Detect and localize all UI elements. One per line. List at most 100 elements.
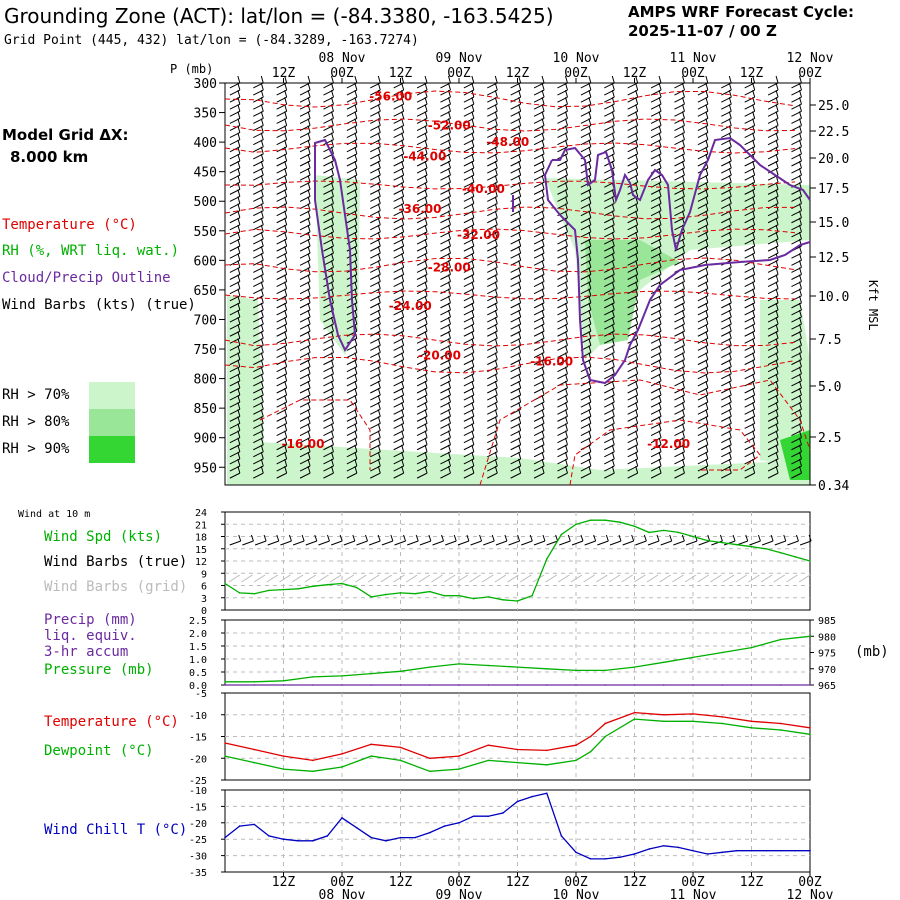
wind-barb-flag bbox=[260, 359, 264, 367]
wind-barb-flag bbox=[728, 274, 732, 282]
wind-barb-flag bbox=[518, 231, 522, 240]
wind-barb-flag bbox=[494, 317, 498, 325]
wind-barb-flag bbox=[658, 75, 662, 84]
wind-barb-flag bbox=[354, 224, 358, 233]
wind-barb-flag bbox=[471, 281, 475, 289]
wind-barb-flag bbox=[775, 260, 779, 268]
wind-barb-flag bbox=[705, 90, 709, 98]
wind-barb-true-flag bbox=[681, 534, 685, 542]
wind-barb-flag bbox=[260, 295, 264, 304]
wind-barb-flag bbox=[541, 260, 545, 268]
wind-barb-flag bbox=[237, 196, 241, 204]
wind-barb-flag bbox=[564, 139, 568, 147]
wind-barb-true bbox=[445, 540, 457, 546]
wind-barb-flag bbox=[728, 267, 732, 275]
y2-tick-label: 980 bbox=[818, 632, 836, 643]
wind-barb-flag bbox=[284, 246, 288, 254]
y-tick-label: -25 bbox=[189, 776, 207, 787]
wind-barb-flag bbox=[635, 104, 639, 112]
wind-barb-flag bbox=[447, 317, 451, 325]
wind-barb-flag bbox=[307, 246, 311, 254]
wind-barb-flag bbox=[494, 175, 498, 183]
wind-speed-line-point bbox=[619, 521, 621, 524]
wind-barb-flag bbox=[775, 352, 779, 360]
wind-barb-grid bbox=[304, 574, 317, 583]
wind-barb-flag bbox=[518, 104, 522, 112]
wind-barb-flag bbox=[377, 231, 381, 240]
pressure-line-point bbox=[311, 676, 314, 678]
wind-barb-flag bbox=[401, 309, 405, 318]
wind-barb-flag bbox=[518, 217, 522, 225]
wind-barb-flag bbox=[494, 373, 498, 382]
wind-barb-flag bbox=[447, 458, 451, 467]
wind-barb-flag bbox=[377, 302, 381, 311]
wind-barb-flag bbox=[541, 352, 545, 360]
y-tick-label: -30 bbox=[189, 852, 207, 863]
wind-barb-flag bbox=[705, 458, 709, 467]
wind-barb-flag bbox=[284, 168, 288, 176]
wind-barb-flag bbox=[447, 168, 451, 176]
wind-barb-flag bbox=[377, 373, 381, 382]
wind-barb-flag bbox=[354, 168, 358, 176]
wind-barb-flag bbox=[705, 274, 709, 282]
precip-line-point bbox=[545, 684, 548, 686]
wind-barb-true bbox=[483, 540, 495, 546]
wind-barb-flag bbox=[564, 402, 568, 410]
wind-barb-flag bbox=[564, 366, 568, 374]
wind-barb-flag bbox=[494, 295, 498, 304]
wind-barb-grid bbox=[317, 574, 329, 583]
wind-barb-flag bbox=[541, 423, 545, 431]
temperature-label: -56.00 bbox=[369, 90, 412, 104]
wind-barb-flag bbox=[401, 125, 405, 133]
wind-speed-line-point bbox=[809, 560, 811, 562]
wind-barb-flag bbox=[260, 366, 264, 374]
wind-barb-flag bbox=[284, 111, 288, 119]
wind-barb-flag bbox=[518, 146, 522, 155]
wind-barb-flag bbox=[260, 168, 264, 176]
wind-barb-flag bbox=[354, 317, 358, 325]
wind-barb-flag bbox=[798, 309, 802, 318]
wind-barb-flag bbox=[354, 458, 358, 467]
wind-barb-flag bbox=[798, 345, 802, 353]
wind-barb-flag bbox=[705, 309, 709, 318]
wind-barb-flag bbox=[284, 409, 288, 417]
wind-barb-flag bbox=[798, 324, 802, 332]
wind-barb-true bbox=[508, 540, 520, 546]
wind-barb-flag bbox=[681, 246, 685, 254]
wind-barb-flag bbox=[681, 288, 685, 296]
wind-barb-flag bbox=[401, 210, 405, 218]
wind-barb-grid bbox=[735, 574, 748, 583]
wind-barb-flag bbox=[494, 395, 498, 403]
wind-barb-flag bbox=[237, 465, 241, 474]
wind-barb-flag bbox=[307, 75, 311, 84]
wind-barb-true bbox=[685, 540, 698, 546]
wind-barb-flag bbox=[681, 373, 685, 382]
wind-barb-flag bbox=[518, 253, 522, 261]
wind-barb-flag bbox=[237, 387, 241, 396]
wind-barb-flag bbox=[284, 90, 288, 98]
wind-barb-flag bbox=[798, 189, 802, 197]
wind-barb-flag bbox=[518, 338, 522, 346]
wind-barb-flag bbox=[541, 409, 545, 417]
pressure-line-point bbox=[253, 680, 256, 683]
wind-barb-flag bbox=[635, 402, 639, 410]
wind-barb-grid bbox=[722, 574, 735, 583]
wind-barb-flag bbox=[611, 132, 615, 140]
wind-barb-flag bbox=[471, 231, 475, 240]
wind-barbs-field bbox=[229, 75, 802, 479]
wind-barb-flag bbox=[330, 352, 334, 360]
wind-barb-flag bbox=[705, 451, 709, 460]
wind-barb-true-flag bbox=[605, 534, 609, 542]
wind-barb-flag bbox=[775, 331, 779, 339]
wind-barb-flag bbox=[424, 458, 428, 467]
wind-barb-flag bbox=[471, 387, 475, 396]
temperature-line-point bbox=[575, 744, 577, 746]
wind-barb-flag bbox=[260, 458, 264, 467]
wind-barb-flag bbox=[401, 274, 405, 282]
wind-barb-flag bbox=[611, 281, 615, 289]
wind-chill-line-point bbox=[458, 822, 460, 824]
wind-barb-flag bbox=[518, 451, 522, 460]
pressure-tick-label: 750 bbox=[194, 343, 217, 358]
pressure-tick-label: 550 bbox=[194, 225, 217, 240]
